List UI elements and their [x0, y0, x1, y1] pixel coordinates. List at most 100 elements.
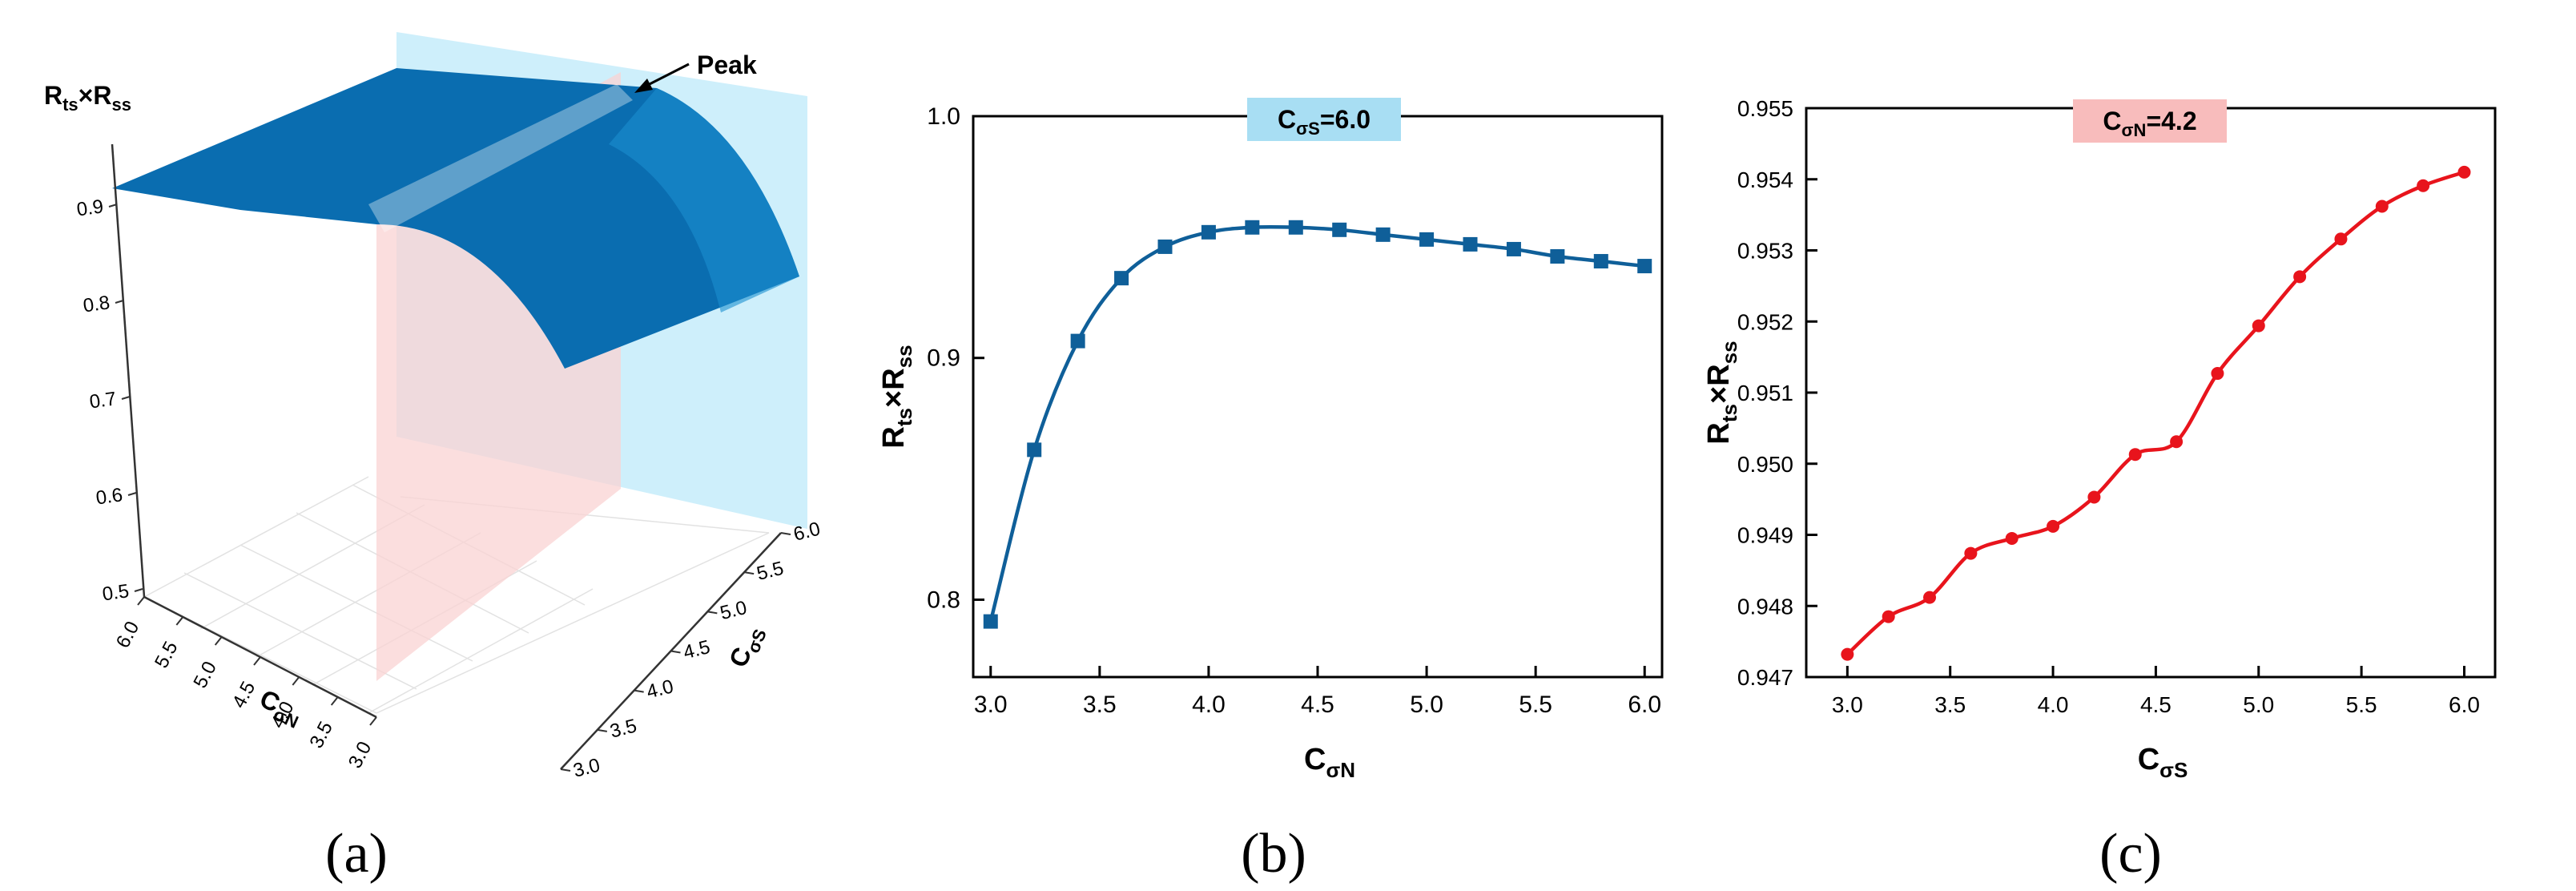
- data-point: [2457, 165, 2471, 179]
- a-y-axis-title: CσS: [723, 621, 771, 673]
- y-tick-label: 3.5: [608, 715, 639, 742]
- panel-a-3d-surface: 0.5 0.6 0.7 0.8 0.9 6.05.55.04.54.03.53.0 3.…: [44, 32, 823, 885]
- y-tick-label: 0.9: [927, 345, 960, 372]
- y-tick-label: 0.950: [1737, 452, 1793, 477]
- peak-annotation: Peak: [697, 50, 757, 79]
- panel-label-a: (a): [325, 823, 388, 885]
- data-point: [2047, 519, 2060, 533]
- data-point: [1882, 610, 1895, 623]
- y-tick-label: 4.5: [681, 636, 712, 663]
- z-tick-label: 0.8: [82, 292, 111, 316]
- panel-c-line-chart: 3.0 3.5 4.0 4.5 5.0 5.5 6.0 0.9470.9480.9490.9…: [1702, 96, 2497, 885]
- b-badge-bg: [1247, 98, 1401, 141]
- x-tick-label: 4.0: [1192, 691, 1226, 718]
- z-tick-mark: [127, 492, 137, 496]
- b-y-ticks: 0.8 0.9 1.0: [927, 103, 984, 613]
- data-point: [2417, 179, 2430, 192]
- panel-label-c: (c): [2099, 823, 2162, 885]
- y-tick-label: 0.953: [1737, 239, 1793, 264]
- z-tick-mark: [115, 300, 124, 304]
- z-tick-label: 0.9: [75, 196, 105, 220]
- data-point: [2375, 200, 2389, 213]
- z-axis: [111, 143, 146, 598]
- z-tick-label: 0.7: [88, 388, 118, 413]
- x-tick-label: 5.5: [2346, 692, 2377, 717]
- z-tick-label: 0.5: [101, 580, 131, 605]
- x-tick-label: 5.5: [1519, 691, 1552, 718]
- x-tick-mark: [214, 636, 223, 646]
- y-tick-mark: [744, 571, 755, 575]
- x-ticks: 6.05.55.04.54.03.53.0: [112, 596, 377, 772]
- data-point: [1419, 232, 1435, 247]
- peak-arrowhead: [634, 79, 653, 93]
- c-x-axis-title: CσS: [2138, 743, 2188, 782]
- y-tick-label: 0.954: [1737, 167, 1793, 192]
- data-point: [2334, 232, 2348, 246]
- z-tick-label: 0.6: [95, 484, 124, 509]
- x-tick-mark: [369, 716, 377, 726]
- x-tick-label: 3.0: [974, 691, 1008, 718]
- y-tick-label: 0.8: [927, 587, 960, 613]
- y-tick-label: 0.949: [1737, 523, 1793, 548]
- data-point: [2005, 531, 2019, 545]
- z-tick-mark: [108, 204, 118, 208]
- y-tick-mark: [597, 728, 607, 732]
- data-point: [2293, 270, 2307, 284]
- x-tick-label: 3.5: [305, 718, 337, 752]
- c-y-axis-title: Rts×Rss: [1702, 341, 1741, 444]
- data-point: [1375, 227, 1391, 242]
- surface-shade: [609, 88, 799, 312]
- y-tick-mark: [560, 768, 571, 772]
- c-badge-bg: [2073, 99, 2227, 143]
- b-x-axis-title: CσN: [1304, 743, 1355, 782]
- x-tick-mark: [330, 696, 339, 706]
- data-point: [983, 614, 998, 629]
- y-tick-label: 4.0: [645, 675, 676, 703]
- peak-arrow-line: [644, 62, 690, 88]
- y-tick-label: 1.0: [927, 103, 960, 130]
- c-series: [1841, 165, 2471, 661]
- x-tick-mark: [137, 596, 145, 606]
- x-tick-label: 3.5: [1934, 692, 1966, 717]
- data-point: [2087, 490, 2101, 504]
- y-tick-mark: [670, 650, 681, 654]
- x-tick-label: 6.0: [1628, 691, 1661, 718]
- x-tick-label: 3.0: [1832, 692, 1863, 717]
- data-point: [1245, 220, 1260, 235]
- y-tick-mark: [780, 532, 791, 535]
- y-tick-label: 0.952: [1737, 309, 1793, 334]
- panel-b-line-chart: 3.0 3.5 4.0 4.5 5.0 5.5 6.0 0.80.91.0 CσS=6.0 …: [877, 98, 1664, 885]
- c-x-ticks: 3.0 3.5 4.0 4.5 5.0 5.5 6.0: [1832, 666, 2480, 717]
- x-tick-mark: [292, 676, 300, 686]
- c-badge-text: CσN=4.2: [2103, 107, 2196, 140]
- y-tick-mark: [707, 611, 718, 615]
- a-x-axis-title: CσN: [254, 684, 307, 732]
- c-plot-frame: [1805, 107, 2497, 679]
- x-tick-label: 5.5: [151, 638, 183, 671]
- y-tick-label: 0.955: [1737, 96, 1793, 121]
- data-point: [1637, 259, 1652, 274]
- data-point: [1070, 333, 1085, 349]
- panel-label-b: (b): [1241, 823, 1306, 885]
- data-point: [1288, 220, 1303, 235]
- z-tick-mark: [134, 588, 143, 592]
- x-tick-label: 3.0: [344, 738, 376, 772]
- x-tick-label: 4.5: [2140, 692, 2171, 717]
- x-tick-label: 4.5: [228, 678, 260, 712]
- y-tick-label: 3.0: [571, 755, 602, 782]
- data-point: [1841, 647, 1854, 661]
- data-point: [2128, 448, 2142, 462]
- peak-slice-band: [368, 84, 633, 232]
- x-tick-mark: [253, 656, 261, 666]
- x-tick-label: 4.0: [2038, 692, 2069, 717]
- data-point: [1506, 241, 1521, 256]
- b-x-ticks: 3.0 3.5 4.0 4.5 5.0 5.5 6.0: [974, 666, 1661, 718]
- z-tick-mark: [121, 396, 131, 400]
- data-point: [1463, 236, 1478, 252]
- data-point: [1332, 222, 1347, 237]
- x-tick-label: 5.0: [1410, 691, 1443, 718]
- y-tick-label: 0.948: [1737, 594, 1793, 619]
- data-point: [1201, 224, 1216, 240]
- b-badge-text: CσS=6.0: [1278, 105, 1371, 139]
- y-tick-label: 0.947: [1737, 665, 1793, 690]
